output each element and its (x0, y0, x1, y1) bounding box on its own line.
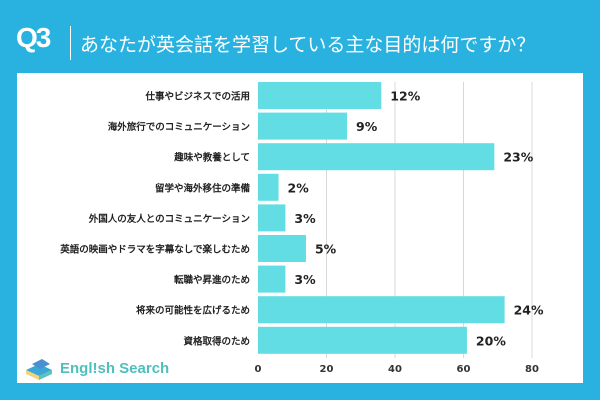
x-tick-label: 80 (525, 364, 539, 375)
data-label: 24% (514, 303, 544, 318)
category-label: 趣味や教養として (173, 152, 250, 164)
bar (258, 296, 505, 324)
category-label: 英語の映画やドラマを字幕なしで楽しむため (60, 244, 250, 256)
data-label: 5% (315, 242, 337, 257)
data-label: 9% (356, 119, 378, 134)
category-label: 留学や海外移住の準備 (155, 182, 251, 194)
category-label: 外国人の友人とのコミュニケーション (88, 213, 250, 225)
question-number: Q3 (16, 22, 51, 53)
category-label: 資格取得のため (183, 335, 250, 347)
x-tick-label: 60 (457, 364, 471, 375)
category-label: 将来の可能性を広げるため (136, 305, 250, 317)
bar (258, 265, 286, 293)
data-label: 3% (294, 211, 316, 226)
title-divider (70, 26, 71, 60)
bar (258, 204, 286, 232)
data-label: 3% (294, 272, 316, 287)
chart-title: あなたが英会話を学習している主な目的は何ですか？ (80, 34, 536, 56)
data-label: 23% (503, 150, 533, 165)
book-icon (26, 359, 52, 380)
data-label: 12% (390, 89, 420, 104)
x-tick-label: 0 (255, 364, 262, 375)
logo: Engl!sh Search (24, 356, 169, 380)
bar (258, 112, 348, 140)
category-label: 海外旅行でのコミュニケーション (108, 121, 250, 133)
data-label: 2% (288, 180, 310, 195)
category-label: 転職や昇進のため (174, 274, 250, 286)
bar (258, 326, 467, 354)
bar (258, 235, 306, 262)
x-tick-label: 20 (320, 364, 334, 375)
logo-text: Engl!sh Search (60, 359, 170, 377)
bar (258, 143, 495, 171)
x-tick-label: 40 (388, 364, 402, 375)
bar (258, 173, 279, 201)
category-label: 仕事やビジネスでの活用 (144, 91, 250, 103)
data-label: 20% (476, 333, 506, 348)
bar (258, 82, 382, 109)
